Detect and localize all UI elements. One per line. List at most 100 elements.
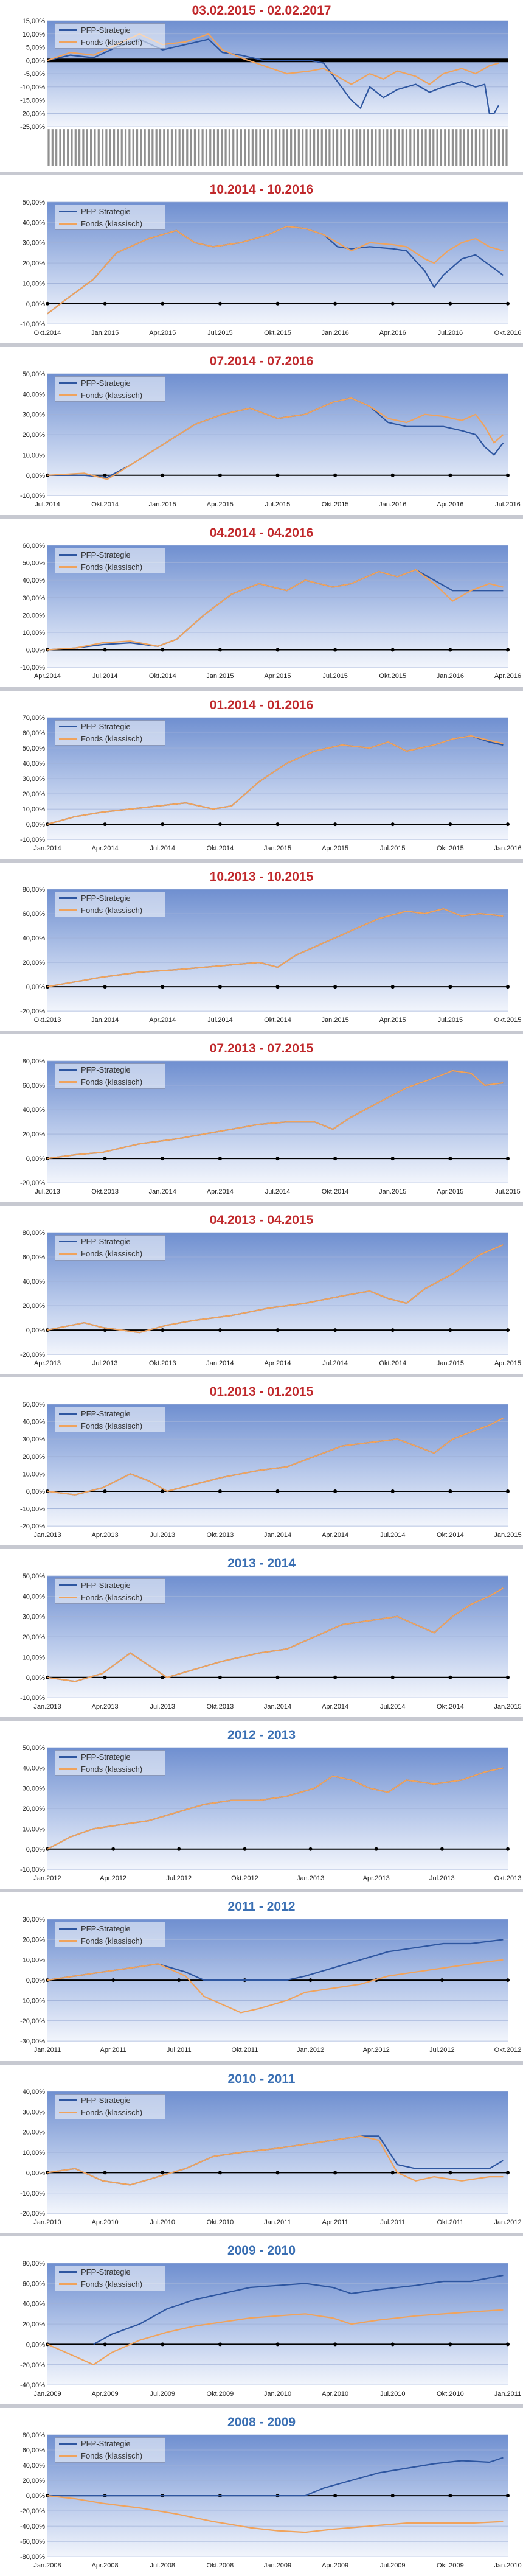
fonds-series-line [47, 226, 504, 315]
y-tick-label: 60,00% [23, 911, 46, 918]
chart-block: 04.2014 - 04.2016 60,00% 50,00% 40,00% 30,00… [0, 515, 523, 687]
date-tick-mark [367, 129, 369, 166]
chart-block: 10.2013 - 10.2015 80,00% 60,00% 40,00% 20,00… [0, 858, 523, 1031]
date-tick-mark [105, 129, 108, 166]
legend-swatch [59, 2112, 77, 2114]
y-tick-label: -20,00% [20, 2018, 45, 2025]
zero-axis-marker [161, 474, 165, 478]
date-tick-mark [444, 129, 446, 166]
date-tick-mark [482, 129, 485, 166]
date-tick-mark [305, 129, 308, 166]
chart-separator [0, 2232, 523, 2236]
x-tick-label: Jan.2010 [494, 2562, 521, 2569]
line-chart: 50,00% 40,00% 30,00% 20,00% 10,00% 0,00% -10,0… [20, 371, 521, 508]
y-tick-label: 30,00% [23, 2109, 46, 2116]
zero-axis-marker [161, 1328, 165, 1332]
date-tick-mark [224, 129, 227, 166]
legend: PFP-Strategie Fonds (klassisch) [55, 1234, 165, 1261]
chart-block: 2011 - 2012 30,00% 20,00% 10,00% 0,00% -10,00… [0, 1889, 523, 2060]
date-tick-mark [182, 129, 185, 166]
x-tick-label: Apr.2013 [34, 1360, 61, 1367]
date-tick-mark [128, 129, 131, 166]
x-tick-label: Jul.2013 [150, 1703, 175, 1710]
x-tick-label: Jan.2013 [33, 1703, 61, 1710]
legend: PFP-Strategie Fonds (klassisch) [55, 2437, 165, 2463]
x-tick-label: Jan.2015 [264, 845, 291, 852]
x-tick-label: Apr.2009 [92, 2390, 119, 2398]
x-tick-label: Jul.2014 [207, 1017, 233, 1024]
chart-block: 01.2014 - 01.2016 70,00% 60,00% 50,00% 40,00… [0, 687, 523, 859]
zero-axis-marker [448, 474, 452, 478]
legend-swatch [59, 2443, 77, 2445]
legend-label: Fonds (klassisch) [81, 1592, 143, 1602]
zero-axis-marker [103, 984, 107, 989]
zero-axis-marker [218, 1156, 222, 1160]
y-tick-label: 30,00% [23, 1614, 46, 1621]
date-tick-mark [436, 129, 438, 166]
zero-axis-marker [177, 1978, 181, 1983]
zero-axis-marker [390, 301, 395, 306]
date-tick-mark [74, 129, 77, 166]
y-tick-label: 40,00% [23, 935, 46, 942]
zero-axis-marker [390, 474, 395, 478]
zero-axis-marker [218, 648, 222, 652]
date-tick-mark [474, 129, 477, 166]
legend-swatch [59, 210, 77, 212]
y-tick-label: 0,00% [26, 1327, 45, 1334]
x-tick-label: Jan.2015 [437, 1360, 464, 1367]
zero-axis-marker [333, 2342, 338, 2347]
x-tick-label: Jan.2016 [494, 845, 521, 852]
chart-block: 2013 - 2014 50,00% 40,00% 30,00% 20,00% 10,00… [0, 1545, 523, 1717]
y-tick-label: -25,00% [20, 124, 45, 131]
zero-axis-marker [333, 1328, 338, 1332]
date-tick-mark [448, 129, 450, 166]
x-tick-label: Jul.2009 [150, 2390, 175, 2398]
y-tick-label: 0,00% [26, 2169, 45, 2177]
y-tick-label: 20,00% [23, 432, 46, 439]
legend-item-fonds: Fonds (klassisch) [55, 1419, 165, 1432]
chart-title: 03.02.2015 - 02.02.2017 [192, 4, 331, 18]
date-tick-mark [459, 129, 462, 166]
y-tick-label: 20,00% [23, 612, 46, 620]
zero-axis-marker [111, 1978, 116, 1983]
date-tick-mark [340, 129, 342, 166]
x-tick-label: Jan.2016 [437, 673, 464, 681]
legend-item-fonds: Fonds (klassisch) [55, 1076, 165, 1088]
zero-axis-marker [506, 984, 510, 989]
chart-separator [0, 1545, 523, 1550]
date-tick-mark [432, 129, 435, 166]
zero-axis-marker [46, 1156, 49, 1160]
x-tick-label: Okt.2015 [437, 845, 464, 852]
chart-separator [0, 172, 523, 176]
y-tick-label: -10,00% [20, 1866, 45, 1874]
date-tick-mark [236, 129, 238, 166]
x-tick-label: Jul.2015 [207, 329, 233, 337]
zero-axis-marker [506, 648, 510, 652]
legend-item-fonds: Fonds (klassisch) [55, 733, 165, 745]
x-tick-label: Okt.2014 [379, 1360, 406, 1367]
zero-axis-marker [243, 1847, 247, 1852]
legend-swatch [59, 29, 77, 31]
zero-axis-marker [374, 1847, 378, 1852]
date-tick-mark [417, 129, 420, 166]
zero-axis-marker [46, 1675, 49, 1679]
x-tick-label: Jan.2014 [91, 1017, 119, 1024]
date-tick-mark [159, 129, 162, 166]
date-tick-mark [109, 129, 111, 166]
date-tick-mark [409, 129, 412, 166]
y-tick-label: 60,00% [23, 543, 46, 550]
date-tick-mark [413, 129, 415, 166]
x-tick-label: Jan.2016 [321, 329, 348, 337]
legend: PFP-Strategie Fonds (klassisch) [55, 1407, 165, 1433]
x-tick-label: Okt.2012 [494, 2047, 522, 2054]
date-tick-mark [198, 129, 200, 166]
legend-label: PFP-Strategie [81, 2439, 131, 2449]
zero-axis-marker [333, 1675, 338, 1679]
legend-item-pfp: PFP-Strategie [55, 1407, 165, 1419]
x-tick-label: Jan.2012 [494, 2219, 521, 2226]
x-tick-label: Jan.2015 [91, 329, 119, 337]
x-tick-label: Apr.2015 [207, 501, 234, 508]
legend-item-pfp: PFP-Strategie [55, 892, 165, 905]
date-tick-mark [94, 129, 96, 166]
